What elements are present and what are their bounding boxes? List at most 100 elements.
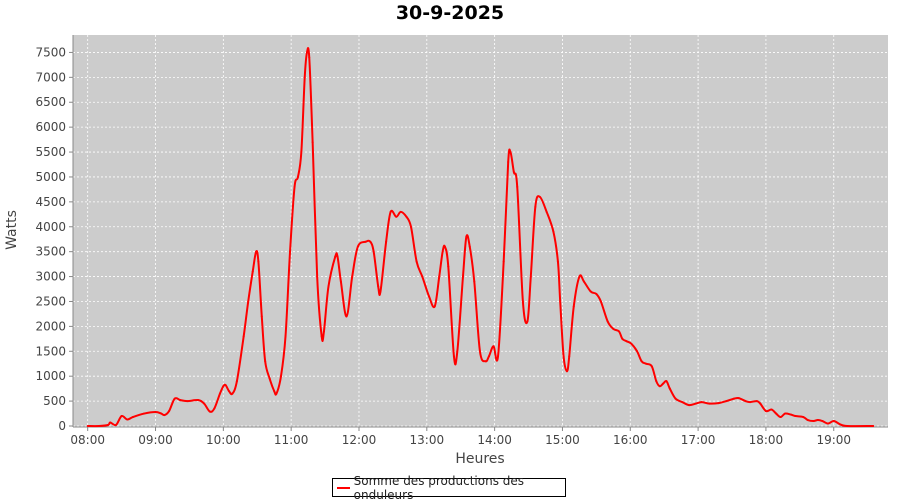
data-point <box>186 400 189 403</box>
data-point <box>497 355 500 358</box>
data-point <box>606 320 609 323</box>
data-point <box>625 340 628 343</box>
legend-swatch <box>337 486 350 489</box>
data-point <box>364 240 367 243</box>
data-point <box>775 412 778 415</box>
data-point <box>334 255 337 258</box>
data-point <box>405 215 408 218</box>
data-point <box>559 300 562 303</box>
y-tick-label: 7500 <box>35 45 66 59</box>
data-point <box>242 335 245 338</box>
data-point <box>725 400 728 403</box>
data-point <box>320 335 323 338</box>
data-point <box>168 410 171 413</box>
data-point <box>484 360 487 363</box>
data-point <box>846 425 849 427</box>
data-point <box>296 175 299 178</box>
data-point <box>688 404 691 407</box>
data-point <box>255 250 258 253</box>
data-point <box>645 362 648 365</box>
data-point <box>339 280 342 283</box>
data-point <box>284 335 287 338</box>
y-tick-label: 500 <box>43 394 66 408</box>
data-point <box>572 305 575 308</box>
data-point <box>279 375 282 378</box>
data-point <box>794 415 797 418</box>
data-point <box>759 402 762 405</box>
data-point <box>300 151 303 154</box>
data-point <box>662 382 665 385</box>
data-point <box>273 390 276 393</box>
data-point <box>502 260 505 263</box>
x-tick-label: 14:00 <box>477 433 512 447</box>
data-point <box>268 377 271 380</box>
data-point <box>708 402 711 405</box>
data-point <box>227 390 230 393</box>
data-point <box>235 380 238 383</box>
data-point <box>208 410 211 413</box>
data-point <box>733 397 736 400</box>
data-point <box>636 350 639 353</box>
x-tick-label: 16:00 <box>613 433 648 447</box>
data-point <box>443 245 446 248</box>
x-tick-label: 08:00 <box>70 433 105 447</box>
legend: Somme des productions des onduleurs <box>332 474 566 502</box>
data-point <box>114 424 117 427</box>
data-point <box>872 425 875 427</box>
data-point <box>311 141 314 144</box>
data-point <box>251 270 254 273</box>
data-point <box>264 360 267 363</box>
x-tick-label: 13:00 <box>410 433 445 447</box>
x-tick-label: 19:00 <box>816 433 851 447</box>
data-point <box>316 275 319 278</box>
data-point <box>345 315 348 318</box>
data-point <box>289 250 292 253</box>
data-point <box>681 401 684 404</box>
data-point <box>224 384 227 387</box>
data-point <box>770 408 773 411</box>
y-tick-label: 2000 <box>35 319 66 333</box>
data-point <box>650 365 653 368</box>
x-tick-label: 12:00 <box>342 433 377 447</box>
chart-title: 30-9-2025 <box>395 2 505 24</box>
data-point <box>717 402 720 405</box>
data-point <box>433 305 436 308</box>
data-point <box>163 414 166 417</box>
data-point <box>617 330 620 333</box>
y-tick-label: 5000 <box>35 170 66 184</box>
data-point <box>538 195 541 198</box>
data-point <box>827 422 830 425</box>
data-point <box>389 210 392 213</box>
data-point <box>197 399 200 402</box>
data-point <box>179 399 182 402</box>
y-tick-label: 7000 <box>35 70 66 84</box>
data-point <box>640 360 643 363</box>
data-point <box>534 205 537 208</box>
data-point <box>213 407 216 410</box>
data-point <box>507 161 510 164</box>
data-point <box>839 423 842 426</box>
x-tick-label: 11:00 <box>274 433 309 447</box>
x-tick-label: 17:00 <box>681 433 716 447</box>
data-point <box>461 275 464 278</box>
data-point <box>86 425 89 427</box>
x-tick-label: 15:00 <box>545 433 580 447</box>
data-point <box>556 260 559 263</box>
data-point <box>832 420 835 423</box>
data-point <box>415 260 418 263</box>
data-point <box>218 392 221 395</box>
data-point <box>516 185 519 188</box>
y-tick-label: 6000 <box>35 120 66 134</box>
data-point <box>473 280 476 283</box>
data-point <box>305 51 308 54</box>
data-point <box>658 385 661 388</box>
data-point <box>377 285 380 288</box>
data-point <box>562 355 565 358</box>
data-point <box>257 260 260 263</box>
data-point <box>222 385 225 388</box>
data-point <box>755 400 758 403</box>
data-point <box>351 275 354 278</box>
data-point <box>509 151 512 154</box>
data-point <box>97 425 100 427</box>
data-point <box>327 285 330 288</box>
